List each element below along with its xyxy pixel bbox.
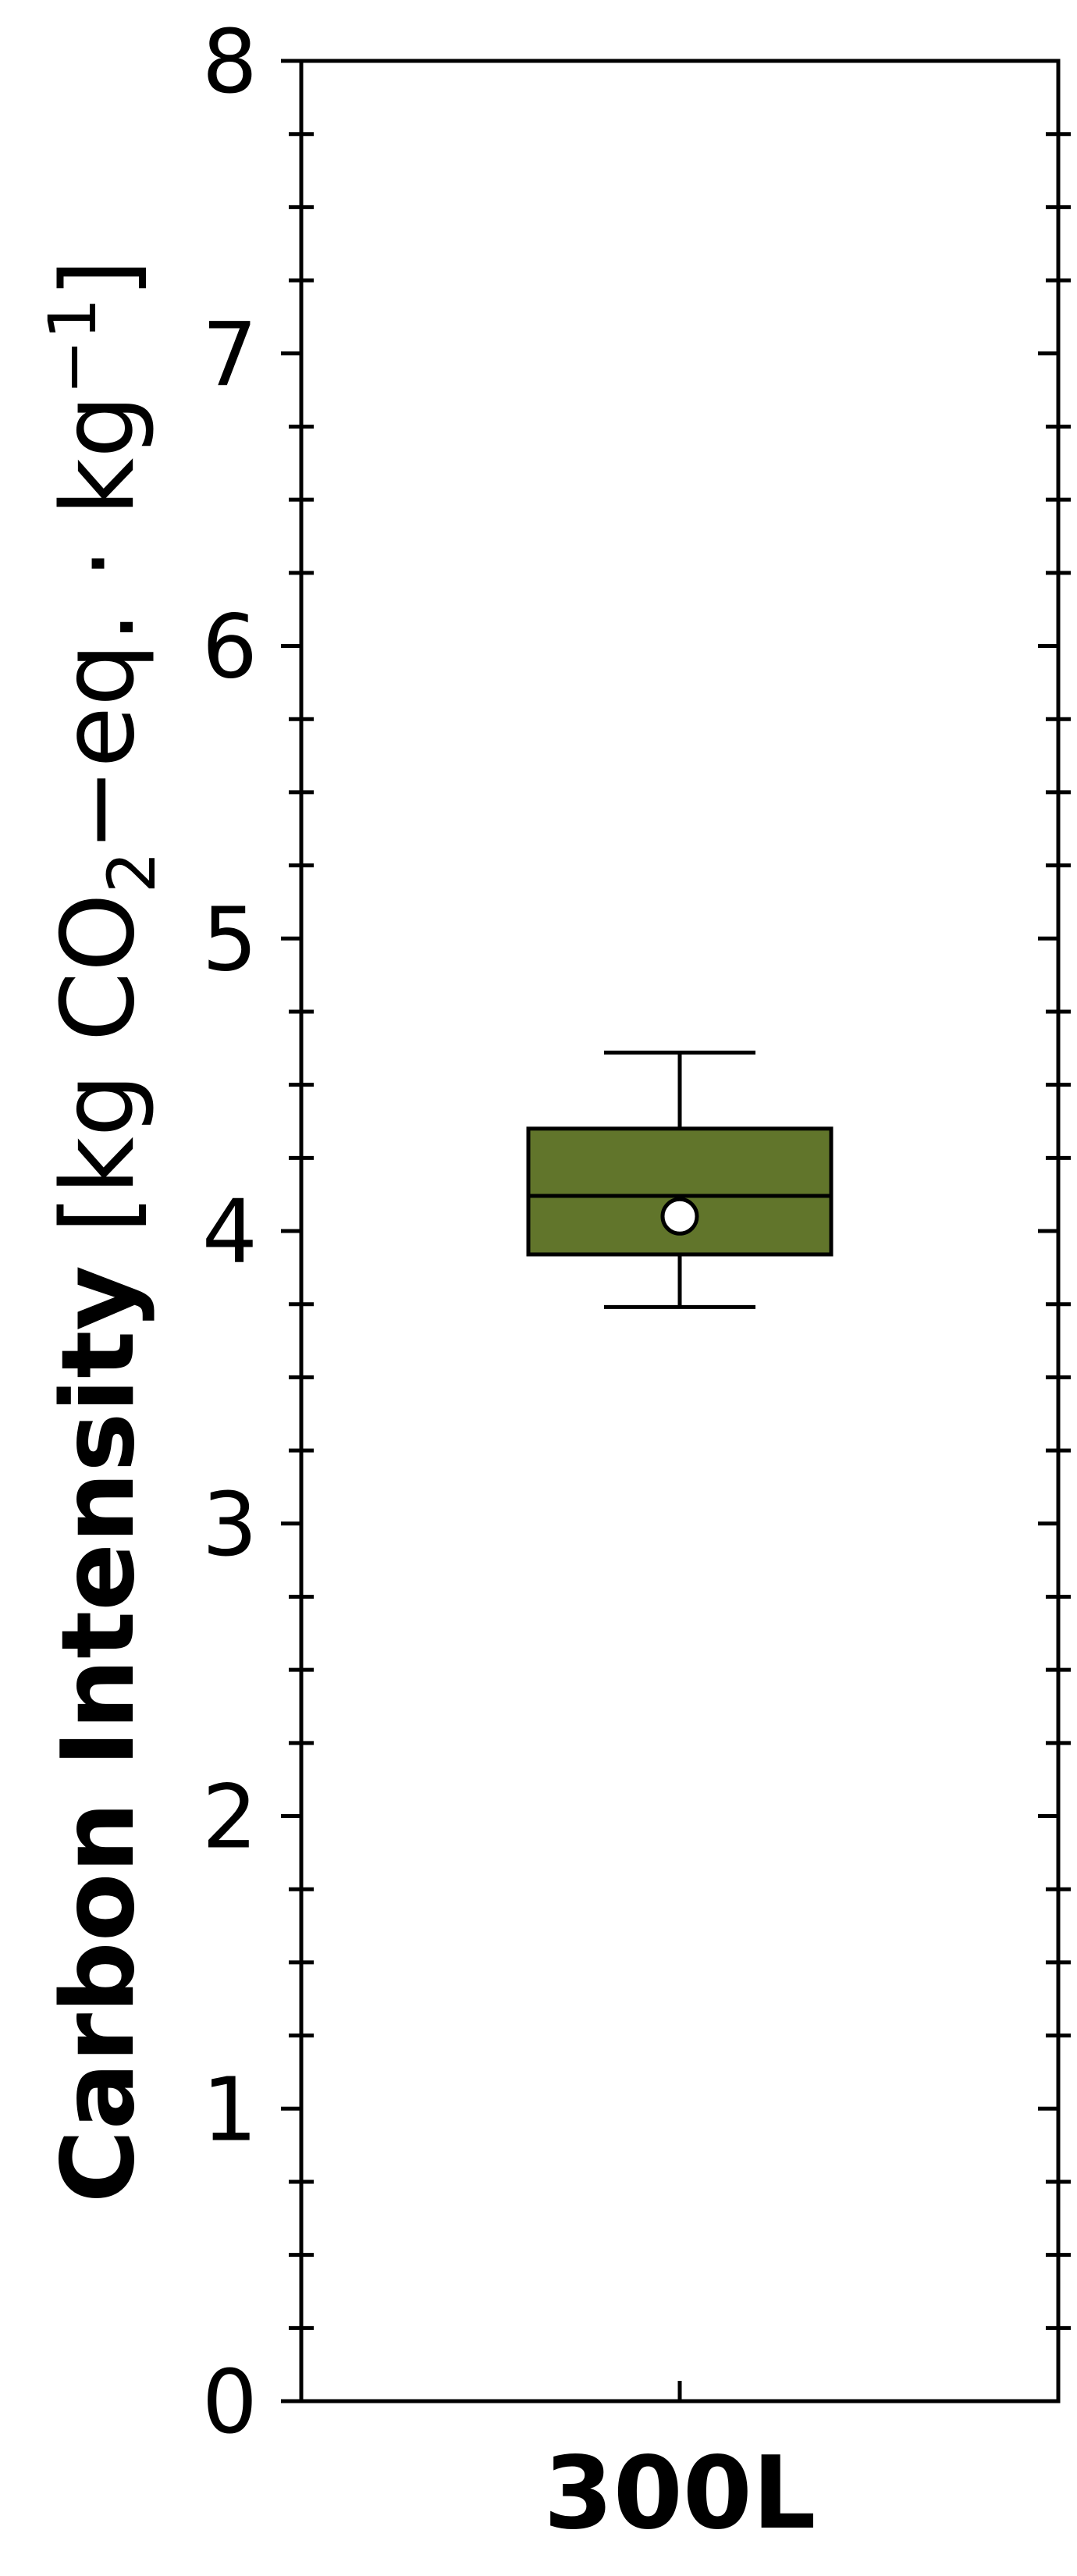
y-tick-label: 7 (202, 304, 258, 406)
y-tick-label: 4 (202, 1182, 258, 1283)
mean-marker (660, 1197, 699, 1236)
y-tick-label: 6 (202, 597, 258, 699)
x-axis-categories: 300L (544, 2381, 816, 2552)
y-axis-label: Carbon Intensity [kg CO2−eq. · kg−1] (34, 259, 170, 2204)
y-axis-label-bold: Carbon Intensity (41, 1265, 157, 2203)
y-tick-label: 5 (202, 889, 258, 991)
y-axis-label-unit-mid: −eq. · kg (41, 394, 157, 851)
interquartile-box (526, 1126, 834, 1257)
y-axis-label-unit-open: [kg CO (41, 893, 157, 1265)
y-tick-label: 1 (202, 2059, 258, 2161)
y-tick-label: 2 (202, 1767, 258, 1869)
y-tick-label: 0 (202, 2352, 258, 2453)
y-axis-label-superscript: −1 (34, 298, 111, 395)
box-plot-group (526, 1050, 834, 1309)
x-tick-label: 300L (544, 2435, 816, 2552)
y-axis-label-unit-close: ] (41, 259, 157, 298)
y-axis-label-subscript: 2 (94, 852, 170, 893)
y-tick-label: 3 (202, 1475, 258, 1576)
y-axis-tick-labels: 0 1 2 3 4 5 6 7 8 (202, 12, 258, 2453)
y-tick-label: 8 (202, 12, 258, 113)
